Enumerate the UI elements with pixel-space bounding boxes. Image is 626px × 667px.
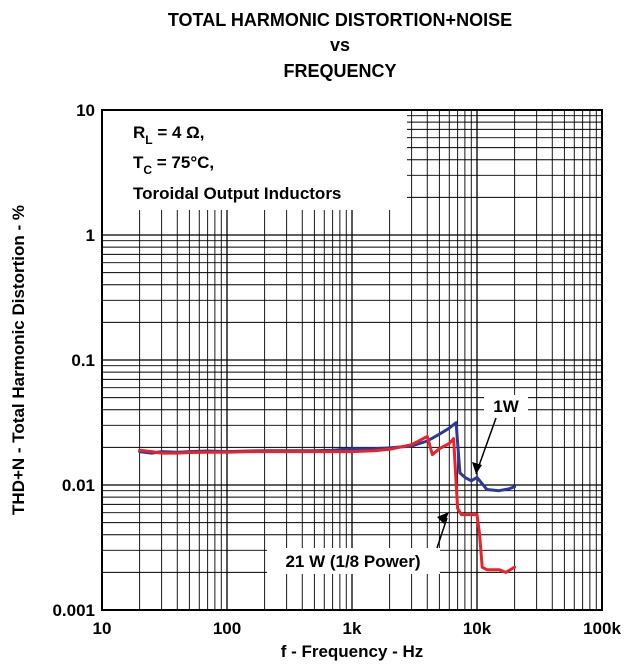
x-tick-label: 100k [583,619,621,638]
annotation-1w-bg [484,395,528,417]
y-tick-label: 1 [86,226,95,245]
x-tick-label: 10k [463,619,492,638]
annotation-21w: 21 W (1/8 Power) [267,512,449,574]
y-tick-labels: 0.001 0.01 0.1 1 10 [52,101,95,620]
chart-title: TOTAL HARMONIC DISTORTION+NOISE vs FREQU… [168,10,512,81]
test-conditions: RL = 4 Ω, TC = 75°C, Toroidal Output Ind… [133,123,341,203]
conditions-box [102,110,407,210]
series-line-21w [138,434,517,574]
annotation-21w-leader [436,517,448,549]
series-line-1w [138,421,517,493]
plot-frame [101,109,603,611]
y-tick-label: 0.001 [52,601,95,620]
annotation-1w-label: 1W [493,397,519,416]
x-tick-label: 10 [93,619,112,638]
annotation-21w-arrowhead [437,512,449,524]
condition-inductors: Toroidal Output Inductors [133,184,341,203]
title-line-2: vs [330,35,350,55]
series-layer [138,421,517,574]
condition-load: RL = 4 Ω, [133,123,205,147]
title-line-3: FREQUENCY [283,61,396,81]
y-tick-label: 0.1 [71,351,95,370]
x-tick-labels: 10 100 1k 10k 100k [93,619,622,638]
x-tick-label: 1k [343,619,362,638]
y-axis-label: THD+N - Total Harmonic Distortion - % [9,205,28,515]
annotation-1w-arrowhead [472,462,482,474]
x-tick-label: 100 [213,619,241,638]
y-tick-label: 0.01 [62,476,95,495]
title-line-1: TOTAL HARMONIC DISTORTION+NOISE [168,10,512,30]
annotation-21w-bg [267,548,440,574]
x-axis-label: f - Frequency - Hz [281,642,424,661]
annotation-21w-label: 21 W (1/8 Power) [285,552,420,571]
annotation-1w: 1W [472,395,528,475]
condition-temperature: TC = 75°C, [133,153,214,177]
y-tick-label: 10 [76,101,95,120]
